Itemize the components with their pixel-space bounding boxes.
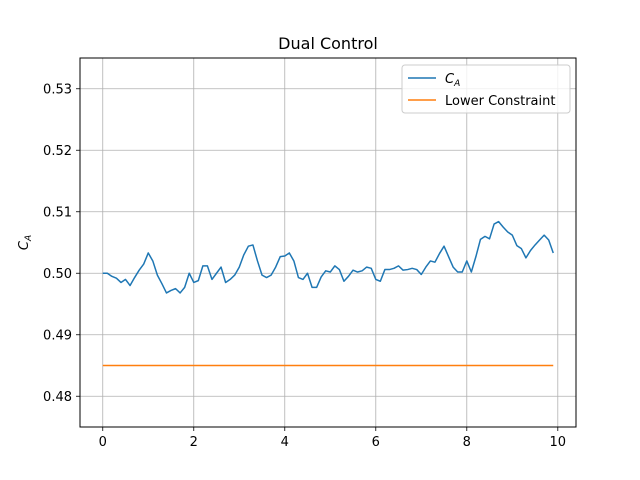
x-tick-label: 4 — [281, 435, 289, 450]
y-tick-label: 0.52 — [43, 144, 72, 159]
plot-frame — [79, 57, 577, 428]
legend-label-1: Lower Constraint — [445, 94, 555, 109]
x-tick-label: 8 — [463, 435, 471, 450]
y-tick-label: 0.53 — [43, 82, 72, 97]
y-tick-label: 0.51 — [43, 205, 72, 220]
series-line-0 — [102, 220, 554, 294]
grid-lines — [80, 58, 576, 427]
x-tick-label: 0 — [99, 435, 107, 450]
y-axis-label: CA — [17, 235, 34, 250]
axis-ticks: 0 2 4 6 8 10 0.48 0.49 0.50 0.51 0.52 0.53 — [43, 82, 566, 450]
x-tick-label: 6 — [372, 435, 380, 450]
x-tick-label: 2 — [190, 435, 198, 450]
x-tick-label: 10 — [550, 435, 567, 450]
y-axis-label-sub: A — [24, 235, 34, 242]
legend-box — [401, 64, 571, 114]
legend: CA Lower Constraint — [401, 64, 571, 114]
y-tick-label: 0.49 — [43, 328, 72, 343]
y-axis-label-main: C — [17, 240, 32, 250]
chart-title: Dual Control — [278, 34, 378, 53]
legend-label-0: CA — [445, 72, 460, 89]
y-tick-label: 0.50 — [43, 267, 72, 282]
y-tick-label: 0.48 — [43, 390, 72, 405]
series-lines — [102, 220, 554, 367]
